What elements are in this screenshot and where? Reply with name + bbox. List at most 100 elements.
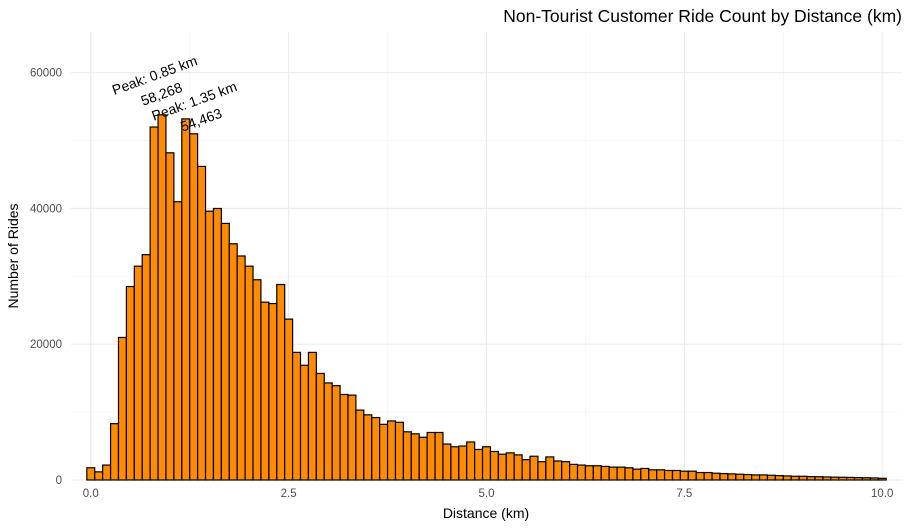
- histogram-bar: [687, 470, 697, 481]
- bars: [86, 114, 887, 481]
- histogram-bar: [766, 474, 776, 481]
- histogram-bar: [774, 474, 784, 481]
- histogram-bar: [386, 420, 397, 481]
- histogram-bar: [830, 476, 840, 481]
- histogram-bar: [299, 364, 310, 481]
- y-tick-label: 40000: [30, 203, 62, 215]
- histogram-bar: [418, 436, 428, 481]
- histogram-bar: [86, 467, 96, 481]
- histogram-bar: [743, 473, 753, 481]
- histogram-bar: [125, 285, 135, 481]
- histogram-bar: [284, 318, 294, 481]
- histogram-bar: [410, 433, 420, 481]
- histogram-bar: [466, 441, 476, 481]
- histogram-bar: [735, 473, 745, 481]
- histogram-bar: [149, 126, 159, 481]
- histogram-bar: [244, 265, 254, 481]
- histogram-bar: [632, 468, 642, 481]
- histogram-bar: [109, 423, 120, 481]
- histogram-bar: [379, 423, 389, 481]
- histogram-bar: [481, 446, 492, 481]
- histogram-bar: [276, 283, 286, 481]
- x-axis-ticks: 0.0 2.5 5.0 7.5 10.0: [83, 488, 894, 500]
- chart-title: Non-Tourist Customer Ride Count by Dista…: [503, 6, 902, 26]
- histogram-bar: [822, 476, 832, 481]
- histogram-bar: [228, 243, 238, 481]
- histogram-bar: [331, 385, 341, 481]
- histogram-bar: [102, 464, 112, 481]
- histogram-bar: [442, 443, 452, 481]
- histogram-bar: [513, 454, 523, 481]
- histogram-bar: [157, 114, 167, 481]
- histogram-bar: [561, 461, 571, 481]
- histogram-bar: [521, 459, 531, 481]
- histogram-bar: [117, 336, 128, 481]
- y-tick-label: 20000: [30, 339, 62, 351]
- histogram-bar: [624, 467, 634, 481]
- x-tick-label: 10.0: [871, 488, 893, 500]
- histogram-bar: [165, 152, 175, 481]
- y-tick-label: 60000: [30, 68, 62, 80]
- histogram-bar: [339, 393, 349, 481]
- histogram-bar: [758, 474, 769, 481]
- histogram-bar: [711, 472, 721, 481]
- histogram-bar: [394, 421, 405, 481]
- histogram-bar: [402, 431, 412, 481]
- histogram-bar: [814, 476, 824, 481]
- histogram-bar: [426, 431, 436, 481]
- histogram-bar: [236, 255, 246, 481]
- histogram-bar: [838, 476, 848, 481]
- histogram-bar: [497, 453, 507, 481]
- histogram-bar: [489, 450, 499, 481]
- histogram-bar: [347, 394, 357, 481]
- histogram-bar: [592, 465, 602, 481]
- histogram-bar: [640, 467, 650, 481]
- histogram-bar: [719, 472, 729, 481]
- x-axis-title: Distance (km): [443, 505, 529, 521]
- histogram-bar: [545, 456, 555, 481]
- histogram-bar: [861, 477, 871, 481]
- histogram-bar: [450, 446, 460, 481]
- histogram-bar: [181, 118, 191, 481]
- histogram-bar: [568, 463, 579, 481]
- histogram-bar: [751, 474, 761, 481]
- histogram-bar: [474, 448, 484, 481]
- histogram-bar: [553, 460, 563, 481]
- histogram-bar: [189, 133, 199, 481]
- histogram-bar: [355, 409, 365, 481]
- histogram-bar: [315, 372, 325, 481]
- histogram-bar: [584, 465, 594, 481]
- histogram-bar: [371, 416, 381, 481]
- x-tick-label: 2.5: [281, 488, 297, 500]
- histogram-bar: [260, 301, 270, 481]
- histogram-bar: [173, 201, 183, 481]
- x-tick-label: 7.5: [676, 488, 692, 500]
- histogram-bar: [133, 265, 143, 481]
- histogram-bar: [94, 471, 104, 481]
- histogram-bar: [576, 464, 587, 481]
- histogram-bar: [458, 445, 468, 481]
- histogram-bar: [220, 222, 230, 481]
- y-axis-title: Number of Rides: [5, 203, 21, 308]
- histogram-bar: [252, 279, 262, 481]
- histogram-bar: [268, 302, 278, 481]
- histogram-bar: [853, 477, 864, 481]
- histogram-bar: [727, 473, 737, 481]
- histogram-bar: [877, 477, 887, 481]
- histogram-bar: [323, 382, 333, 481]
- histogram-bar: [869, 477, 879, 481]
- x-tick-label: 0.0: [83, 488, 99, 500]
- y-axis-ticks: 0 20000 40000 60000: [30, 68, 62, 487]
- histogram-bar: [656, 469, 666, 481]
- histogram-bar: [663, 469, 674, 481]
- histogram-bar: [695, 471, 705, 481]
- histogram-bar: [212, 207, 222, 481]
- histogram-bar: [363, 414, 373, 481]
- histogram-bar: [537, 461, 547, 481]
- histogram-bar: [434, 431, 444, 481]
- histogram-bar: [600, 465, 610, 481]
- histogram-bar: [679, 470, 689, 481]
- histogram-bar: [845, 476, 856, 481]
- x-tick-label: 5.0: [479, 488, 495, 500]
- histogram-bar: [529, 455, 539, 481]
